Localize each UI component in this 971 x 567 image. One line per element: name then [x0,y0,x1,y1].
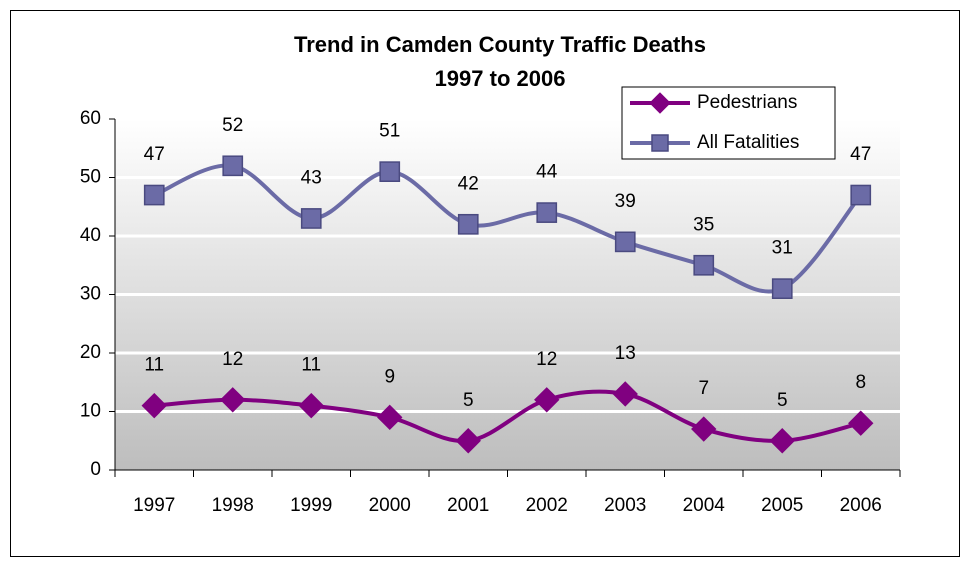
data-label: 35 [693,214,714,235]
data-label: 11 [144,355,164,376]
data-label: 42 [458,173,479,194]
x-tick-label: 2004 [683,495,726,516]
data-label: 7 [698,378,709,399]
legend-label: Pedestrians [697,92,797,113]
data-point [457,213,479,235]
chart-subtitle: 1997 to 2006 [435,66,566,91]
data-label: 47 [850,144,871,165]
data-point [377,404,403,431]
chart-title: Trend in Camden County Traffic Deaths [294,32,706,57]
data-label: 52 [222,115,243,136]
data-point [771,278,793,299]
data-label: 13 [615,343,636,364]
data-label: 51 [379,121,400,142]
series-line [153,163,863,294]
data-point [848,410,874,436]
data-label: 31 [772,238,793,259]
x-tick-label: 2005 [761,495,803,516]
data-point [141,392,167,419]
x-tick-label: 1998 [212,495,254,516]
y-tick-label: 10 [80,401,101,422]
x-tick-label: 2003 [604,495,646,516]
data-point [455,428,481,454]
data-point [534,387,560,413]
x-tick-label: 1997 [133,495,175,516]
legend-label: All Fatalities [697,132,799,153]
data-label: 5 [463,390,474,411]
y-tick-label: 20 [80,342,101,363]
data-label: 12 [222,349,243,370]
y-tick-label: 40 [80,225,101,246]
y-tick-label: 50 [80,167,101,188]
data-label: 9 [384,366,395,387]
data-point [220,387,246,413]
legend-marker [649,92,671,114]
series-line [154,389,862,443]
data-point [769,428,795,454]
data-label: 44 [536,162,558,183]
x-tick-label: 2001 [447,495,489,516]
data-point [612,381,638,407]
data-point [691,416,717,442]
data-point [614,231,636,253]
data-point [693,254,715,276]
x-tick-label: 1999 [290,495,332,516]
data-label: 12 [536,349,557,370]
data-point [300,208,322,229]
data-point [298,392,324,419]
data-label: 8 [855,372,866,393]
y-tick-label: 0 [90,459,101,480]
data-label: 39 [615,191,636,212]
x-tick-label: 2000 [369,495,411,516]
data-point [850,184,872,206]
x-tick-label: 2006 [840,495,882,516]
data-label: 43 [301,167,322,188]
y-tick-label: 30 [80,284,101,305]
data-point [143,184,165,206]
data-point [536,202,558,223]
data-label: 5 [777,390,788,411]
data-point [222,155,244,177]
data-point [379,161,401,183]
data-label: 47 [144,144,165,165]
legend-marker [651,134,669,152]
y-tick-label: 60 [80,108,101,129]
x-tick-label: 2002 [526,495,568,516]
data-label: 11 [301,355,321,376]
